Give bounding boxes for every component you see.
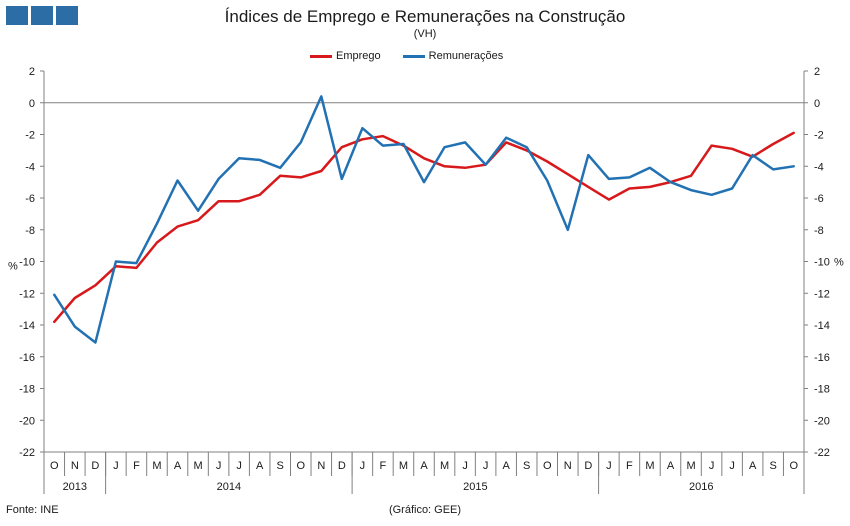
logo-block: [31, 6, 53, 25]
y-tick-label-right: -6: [814, 193, 824, 205]
x-tick-label-month: D: [91, 460, 99, 472]
y-tick-label-right: -4: [814, 161, 824, 173]
x-tick-label-month: M: [686, 460, 695, 472]
x-tick-label-month: A: [502, 460, 510, 472]
y-tick-label-left: -6: [25, 193, 35, 205]
y-tick-label-right: -16: [814, 352, 830, 364]
x-tick-label-month: F: [133, 460, 140, 472]
x-tick-label-year: 2015: [463, 481, 487, 493]
x-tick-label-month: J: [360, 460, 366, 472]
x-tick-label-month: J: [236, 460, 242, 472]
y-tick-label-left: -2: [25, 130, 35, 142]
y-tick-label-left: -20: [19, 415, 35, 427]
y-tick-label-right: -14: [814, 320, 830, 332]
x-tick-label-month: J: [606, 460, 612, 472]
series-line-remuneracoes: [53, 95, 795, 344]
legend-swatch-emprego: [310, 54, 332, 58]
x-tick-label-month: M: [440, 460, 449, 472]
x-tick-label-month: J: [216, 460, 222, 472]
x-tick-label-month: O: [296, 460, 305, 472]
y-tick-label-right: -22: [814, 447, 830, 459]
x-tick-label-month: O: [50, 460, 59, 472]
y-tick-label-left: -22: [19, 447, 35, 459]
x-tick-label-month: J: [113, 460, 119, 472]
y-tick-label-left: -14: [19, 320, 35, 332]
legend-label-remuneracoes: Remunerações: [428, 50, 504, 62]
y-tick-label-left: -10: [19, 257, 35, 269]
legend-swatch-remuneracoes: [402, 54, 425, 58]
y-tick-label-right: -2: [814, 130, 824, 142]
x-tick-label-month: S: [523, 460, 530, 472]
x-tick-label-month: A: [174, 460, 182, 472]
x-tick-label-month: J: [729, 460, 735, 472]
y-tick-label-left: 0: [29, 98, 35, 110]
x-tick-label-month: N: [71, 460, 79, 472]
series-line-emprego: [53, 131, 795, 324]
y-tick-label-left: -8: [25, 225, 35, 237]
y-tick-label-right: -10: [814, 257, 830, 269]
x-tick-label-year: 2013: [63, 481, 87, 493]
x-tick-label-month: S: [277, 460, 284, 472]
y-unit-left: %: [8, 261, 18, 273]
x-tick-label-month: M: [193, 460, 202, 472]
y-tick-label-left: -12: [19, 288, 35, 300]
y-tick-label-left: -4: [25, 161, 35, 173]
x-tick-label-month: O: [543, 460, 552, 472]
y-tick-label-left: -16: [19, 352, 35, 364]
y-tick-label-left: 2: [29, 66, 35, 78]
x-tick-label-month: O: [789, 460, 798, 472]
x-tick-label-month: F: [626, 460, 633, 472]
chart-subtitle: (VH): [413, 28, 437, 40]
x-tick-label-month: J: [709, 460, 715, 472]
y-tick-label-left: -18: [19, 384, 35, 396]
chart-legend: Emprego Remunerações: [310, 50, 503, 62]
x-tick-label-month: N: [564, 460, 572, 472]
x-tick-label-month: M: [645, 460, 654, 472]
chart-credit: (Gráfico: GEE): [388, 504, 462, 516]
y-tick-label-right: -8: [814, 225, 824, 237]
legend-item-emprego: Emprego: [310, 50, 381, 62]
x-tick-label-month: F: [380, 460, 387, 472]
ine-logo: [6, 6, 78, 25]
y-tick-label-right: 2: [814, 66, 820, 78]
x-tick-label-month: D: [338, 460, 346, 472]
y-tick-label-right: -20: [814, 415, 830, 427]
source-note: Fonte: INE: [6, 504, 59, 516]
legend-item-remuneracoes: Remunerações: [402, 50, 504, 62]
x-tick-label-year: 2016: [689, 481, 713, 493]
x-tick-label-month: A: [667, 460, 675, 472]
x-tick-label-month: N: [317, 460, 325, 472]
chart-title: Índices de Emprego e Remunerações na Con…: [224, 7, 626, 26]
x-tick-label-month: A: [256, 460, 264, 472]
x-tick-label-year: 2014: [217, 481, 241, 493]
x-tick-label-month: J: [483, 460, 489, 472]
y-tick-label-right: -18: [814, 384, 830, 396]
x-tick-label-month: A: [749, 460, 757, 472]
x-tick-label-month: A: [420, 460, 428, 472]
x-tick-label-month: S: [770, 460, 777, 472]
y-unit-right: %: [834, 257, 844, 269]
y-tick-label-right: -12: [814, 288, 830, 300]
x-tick-label-month: J: [462, 460, 468, 472]
x-tick-label-month: D: [584, 460, 592, 472]
logo-block: [56, 6, 78, 25]
x-tick-label-month: M: [399, 460, 408, 472]
y-tick-label-right: 0: [814, 98, 820, 110]
x-tick-label-month: M: [152, 460, 161, 472]
legend-label-emprego: Emprego: [336, 50, 381, 62]
logo-block: [6, 6, 28, 25]
